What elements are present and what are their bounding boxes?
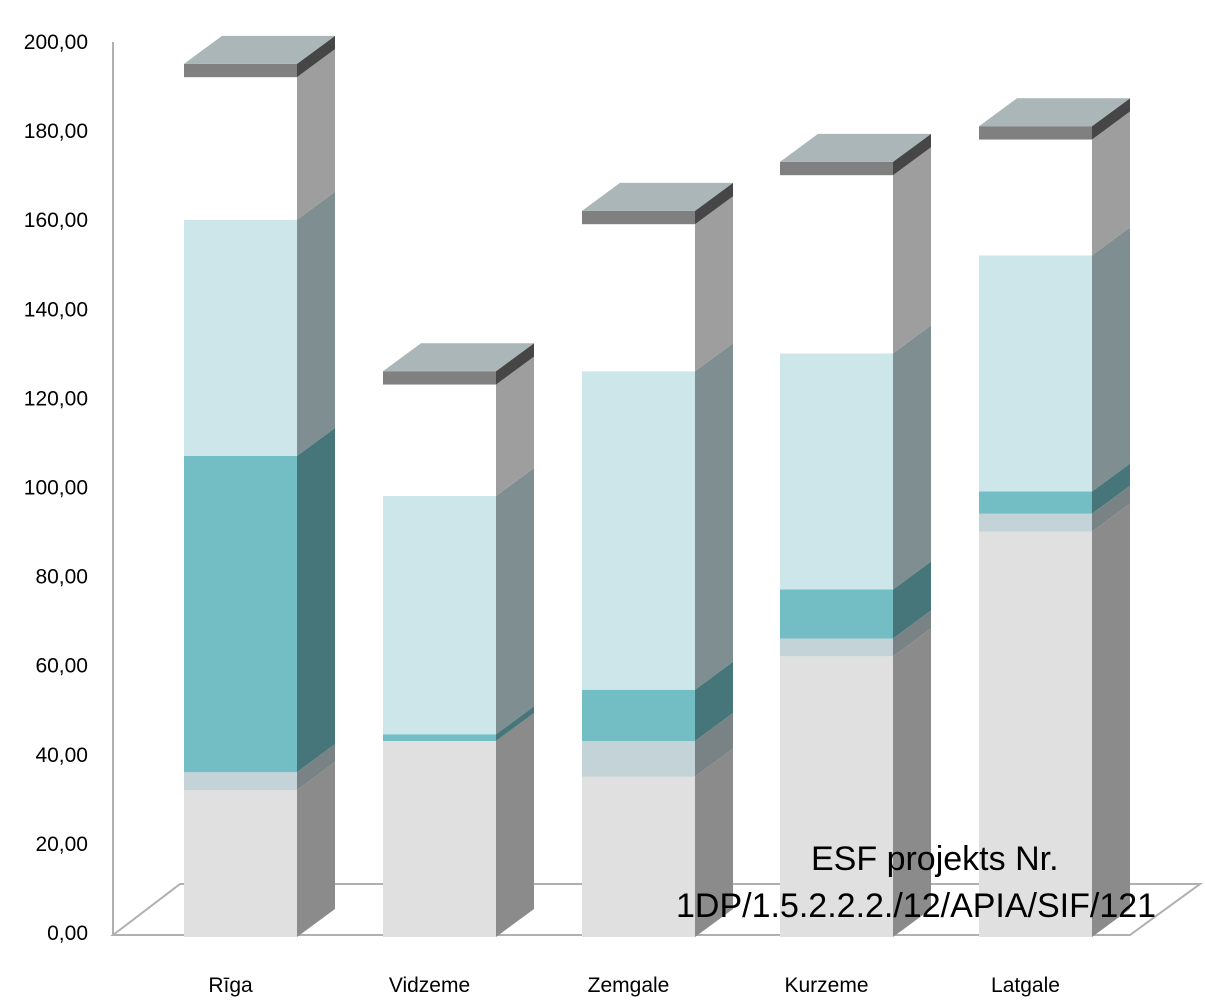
bar-segment <box>383 371 496 385</box>
y-tick-label: 160,00 <box>24 209 88 232</box>
bar-segment-side <box>297 427 335 773</box>
bar-top <box>582 182 733 211</box>
y-tick-label: 200,00 <box>24 31 88 54</box>
y-tick-label: 140,00 <box>24 298 88 321</box>
bar-segment-side <box>893 628 931 937</box>
bar-segment-side <box>496 467 534 735</box>
bar-segment-side <box>496 706 534 741</box>
bar-segment <box>184 77 297 220</box>
project-note-line-2: 1DP/1.5.2.2.2./12/APIA/SIF/121 <box>676 887 1157 925</box>
x-category-label: Latgale <box>991 974 1060 997</box>
bar-segment <box>383 734 496 741</box>
bar-segment-side <box>1092 503 1130 937</box>
bar-segment-side <box>1092 463 1130 514</box>
bar-top <box>184 35 335 64</box>
bar-group <box>582 182 733 937</box>
y-tick-label: 120,00 <box>24 387 88 410</box>
bar-segment-side <box>1092 227 1130 492</box>
bar-segment <box>979 139 1092 256</box>
bar-segment <box>582 740 695 777</box>
bar-segment-side <box>893 561 931 639</box>
y-tick-label: 0,00 <box>47 922 88 945</box>
bar-segment <box>979 531 1092 937</box>
bar-segment-side <box>893 133 931 176</box>
bar-segment <box>582 224 695 372</box>
bar-segment <box>383 495 496 735</box>
bar-segment <box>979 491 1092 514</box>
bar-segment <box>582 210 695 225</box>
y-tick-label: 40,00 <box>35 744 88 767</box>
y-tick-label: 80,00 <box>35 566 88 589</box>
bar-segment-side <box>695 182 733 225</box>
bar-segment <box>184 772 297 790</box>
project-note-line-1: ESF projekts Nr. <box>811 840 1059 878</box>
x-category-label: Kurzeme <box>784 974 868 997</box>
bar-segment-side <box>496 712 534 937</box>
bar-top <box>780 133 931 162</box>
y-tick-label: 20,00 <box>35 833 88 856</box>
bar-segment-side <box>893 147 931 354</box>
bar-segment-side <box>297 744 335 790</box>
bar-segment <box>979 255 1092 492</box>
x-category-label: Zemgale <box>588 974 670 997</box>
bar-segment <box>383 384 496 496</box>
bar-segment-side <box>297 49 335 220</box>
bar-segment-side <box>1092 98 1130 140</box>
bar-segment-side <box>496 356 534 496</box>
bar-segment-side <box>893 325 931 590</box>
bar-segment <box>780 175 893 354</box>
bar-segment-side <box>297 35 335 78</box>
bar-segment-side <box>695 712 733 777</box>
bar-segment <box>184 63 297 78</box>
x-category-label: Rīga <box>208 974 253 997</box>
bar-segment <box>184 455 297 773</box>
bar-group <box>979 98 1130 937</box>
bar-segment <box>780 353 893 590</box>
bar-group <box>184 35 335 937</box>
bar-segment-side <box>695 748 733 937</box>
bar-segment-side <box>893 610 931 657</box>
bar-top <box>979 98 1130 127</box>
bar-segment-side <box>1092 485 1130 532</box>
bar-segment-side <box>695 343 733 690</box>
bar-segment <box>979 513 1092 532</box>
x-axis-category-labels: Rīga Vidzeme Zemgale Kurzeme Latgale <box>208 974 1060 997</box>
bar-segment <box>184 789 297 937</box>
bar-segment-side <box>297 761 335 937</box>
bar-segment-side <box>297 191 335 456</box>
bar-segment <box>582 689 695 741</box>
bar-segment <box>780 638 893 657</box>
bar-segment <box>184 219 297 456</box>
bar-top <box>383 343 534 372</box>
y-tick-label: 100,00 <box>24 477 88 500</box>
bar-segment-side <box>695 196 733 372</box>
y-axis-tick-labels: 0,00 20,00 40,00 60,00 80,00 100,00 120,00 140,… <box>24 31 88 945</box>
bar-segment-side <box>695 661 733 741</box>
bar-segment-side <box>496 343 534 385</box>
bar-segment <box>780 589 893 639</box>
bar-group <box>383 343 534 937</box>
bar-segment <box>979 126 1092 140</box>
bar-segment <box>383 740 496 937</box>
y-tick-label: 60,00 <box>35 655 88 678</box>
bar-segment-side <box>1092 111 1130 256</box>
y-tick-label: 180,00 <box>24 120 88 143</box>
bar-group <box>780 133 931 937</box>
bar-segment <box>582 371 695 690</box>
bar-segment <box>780 161 893 176</box>
bar-segment <box>780 656 893 937</box>
x-category-label: Vidzeme <box>389 974 470 997</box>
bars <box>184 35 1130 937</box>
bar-segment <box>582 776 695 937</box>
